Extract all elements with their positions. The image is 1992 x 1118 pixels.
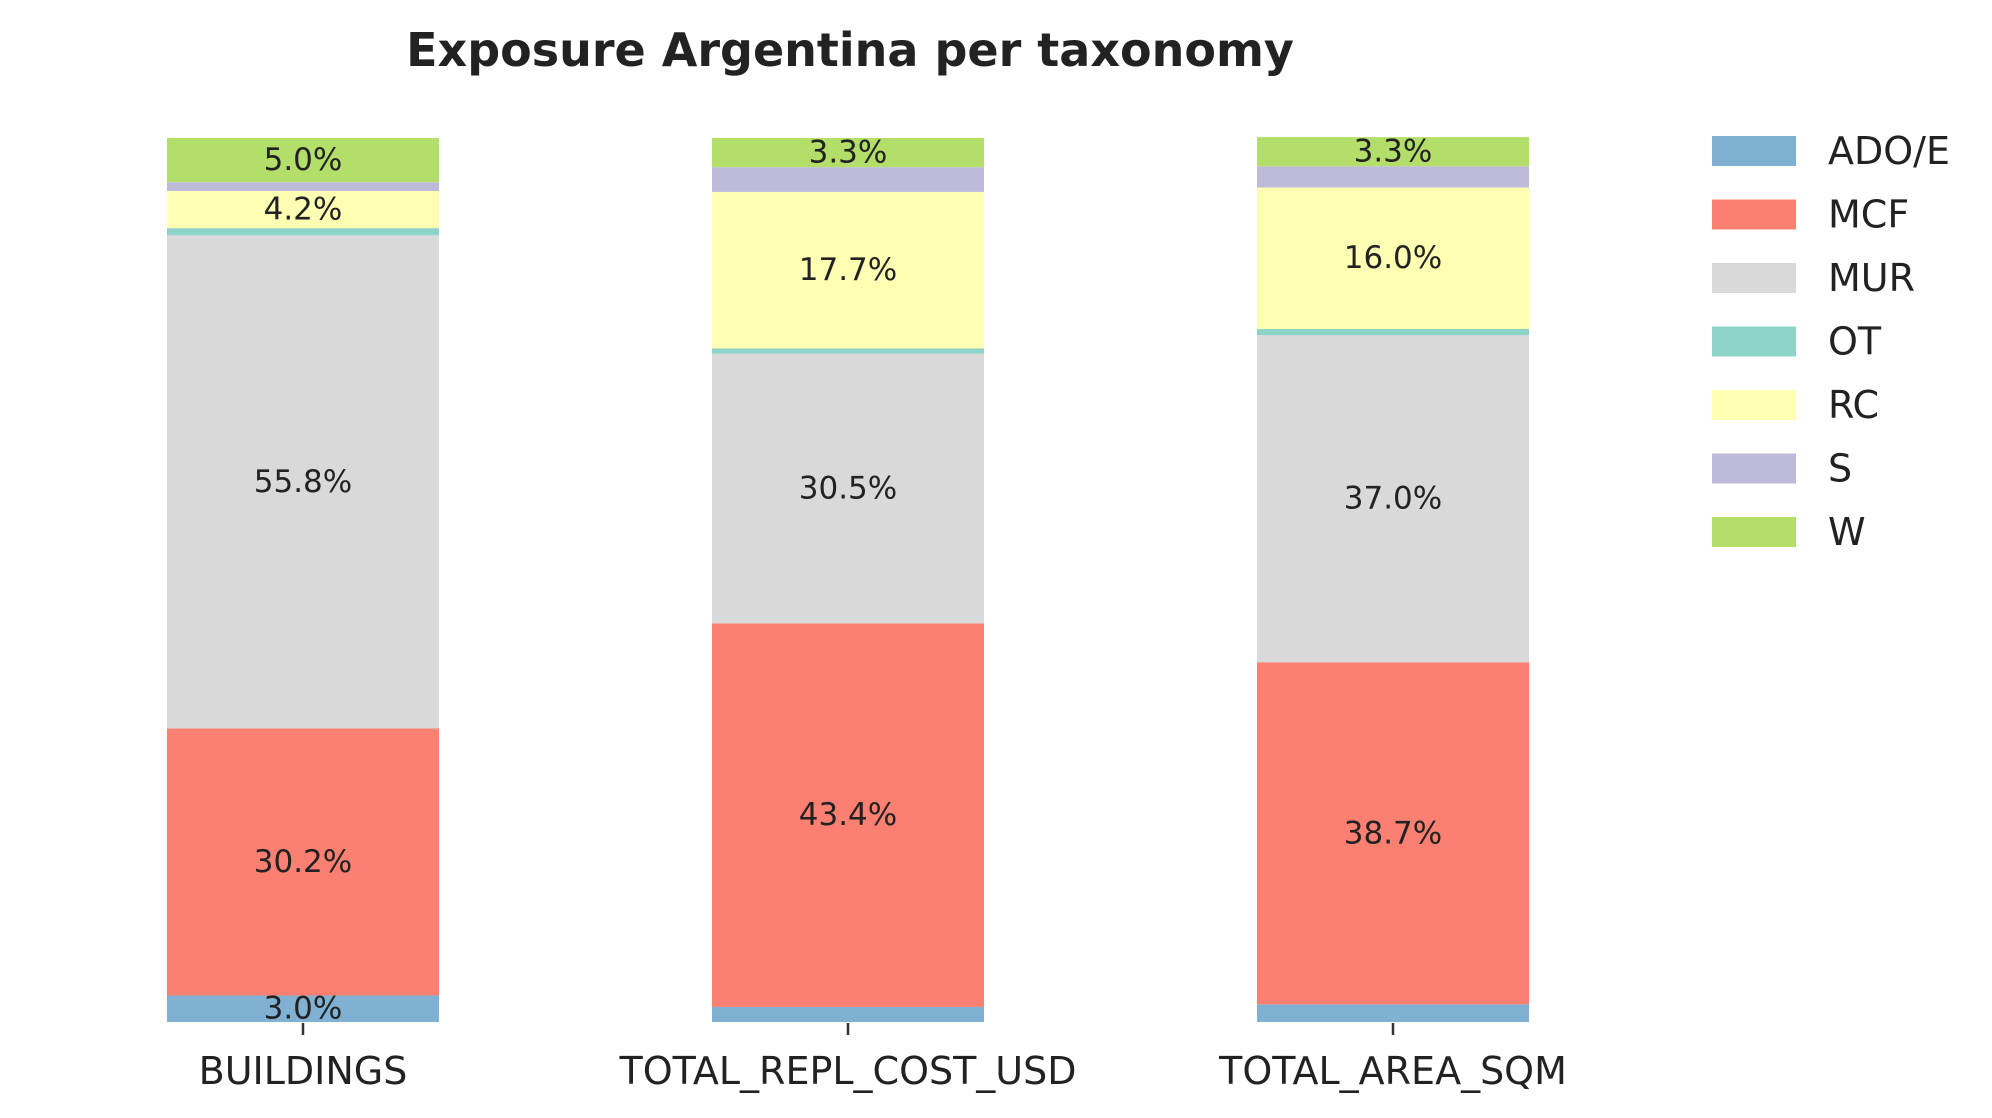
bar-segment-mcf-buildings [167,728,439,996]
bar-segment-ado-e-total-repl-cost-usd [712,1006,984,1022]
legend-swatch-w [1712,517,1796,547]
legend-label: MUR [1828,256,1915,300]
legend-label: W [1828,510,1866,554]
x-tick-label: TOTAL_REPL_COST_USD [618,1049,1076,1093]
bar-segment-w-buildings [167,138,439,183]
data-label: 43.4% [799,797,897,833]
data-label: 16.0% [1344,240,1442,276]
bar-segment-ot-buildings [167,228,439,236]
legend-swatch-rc [1712,390,1796,420]
data-label: 3.0% [264,991,343,1027]
legend-swatch-mcf [1712,199,1796,230]
data-label: 30.2% [254,844,352,880]
bar-segment-mcf-total-area-sqm [1257,662,1529,1005]
data-label: 5.0% [264,142,343,178]
data-label: 3.3% [1354,134,1433,170]
bar-segment-s-total-repl-cost-usd [712,167,984,192]
data-label: 3.3% [809,135,888,171]
bar-segment-rc-total-area-sqm [1257,187,1529,329]
data-label: 37.0% [1344,481,1442,517]
bar-segment-ot-total-repl-cost-usd [712,348,984,354]
bar-segment-mcf-total-repl-cost-usd [712,623,984,1007]
legend-label: RC [1828,383,1879,427]
data-label: 4.2% [264,192,343,228]
legend-label: S [1828,447,1852,491]
data-label: 17.7% [799,252,897,288]
bar-segment-rc-buildings [167,191,439,229]
chart-title: Exposure Argentina per taxonomy [406,23,1294,77]
bar-segment-ado-e-buildings [167,995,439,1022]
bar-segment-w-total-area-sqm [1257,137,1529,167]
legend-swatch-ado-e [1712,136,1796,166]
data-label: 38.7% [1344,815,1442,851]
legend-swatch-mur [1712,263,1796,293]
x-tick-label: TOTAL_AREA_SQM [1218,1049,1567,1093]
bar-segment-ado-e-total-area-sqm [1257,1004,1529,1022]
data-label: 55.8% [254,464,352,500]
bar-segment-ot-total-area-sqm [1257,328,1529,336]
legend-swatch-s [1712,453,1796,484]
bar-segment-s-buildings [167,182,439,192]
x-axis: BUILDINGS TOTAL_REPL_COST_USD TOTAL_AREA_S… [199,1023,1567,1093]
legend-swatch-ot [1712,326,1796,357]
legend-label: OT [1828,320,1882,364]
bar-segment-w-total-repl-cost-usd [712,138,984,168]
bar-segment-mur-total-repl-cost-usd [712,353,984,624]
x-tick-label: BUILDINGS [199,1049,408,1093]
bar-segment-s-total-area-sqm [1257,166,1529,188]
bar-segment-mur-total-area-sqm [1257,335,1529,663]
legend-label: MCF [1828,193,1909,237]
legend-label: ADO/E [1828,129,1950,173]
bars-group [167,137,1529,1022]
bar-segment-rc-total-repl-cost-usd [712,191,984,349]
legend: ADO/E MCF MUR OT RC SW [1712,129,1950,554]
data-labels-group: 3.0% 30.2% 55.8% 4.2% 5.0% 43.4% 30.5% 17.7% 3.3… [254,134,1442,1027]
data-label: 30.5% [799,471,897,507]
bar-segment-mur-buildings [167,235,439,729]
